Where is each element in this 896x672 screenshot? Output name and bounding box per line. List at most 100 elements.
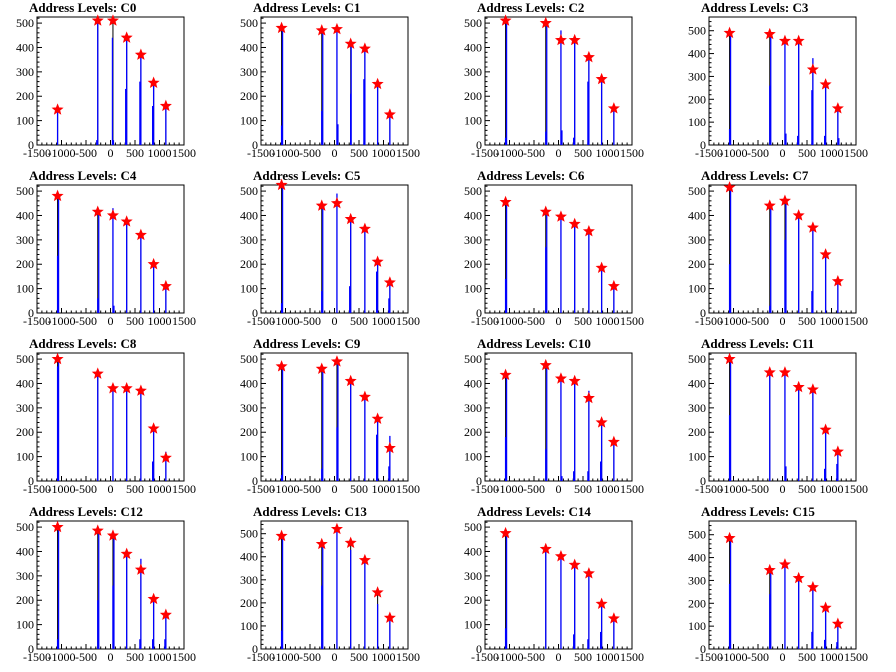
peak-marker xyxy=(315,24,328,36)
y-tick-label: 400 xyxy=(240,208,258,222)
y-tick-label: 200 xyxy=(16,593,34,607)
peak-marker xyxy=(120,382,133,394)
y-tick-label: 300 xyxy=(688,401,706,415)
y-tick-label: 400 xyxy=(688,208,706,222)
peak-marker xyxy=(159,608,172,620)
x-tick-label: 1000 xyxy=(148,650,172,664)
x-tick-label: 1000 xyxy=(372,482,396,496)
y-tick-label: 200 xyxy=(688,596,706,610)
peak-marker xyxy=(582,391,595,404)
x-tick-label: 0 xyxy=(780,146,786,160)
chart-svg: Address Levels: C10 0 100 200 300 400 500 -1500… xyxy=(464,336,644,496)
y-tick-label: 400 xyxy=(16,544,34,558)
chart-panel: Address Levels: C11 0 100 200 300 400 500 -1500… xyxy=(672,336,896,504)
x-tick-label: -1000 xyxy=(272,482,300,496)
peak-marker xyxy=(371,77,384,90)
peak-marker xyxy=(91,367,104,379)
peak-marker xyxy=(330,522,343,535)
chart-title: Address Levels: C9 xyxy=(253,336,361,351)
peak-marker xyxy=(792,209,805,221)
x-tick-label: -1000 xyxy=(272,314,300,328)
peak-marker xyxy=(358,390,371,402)
peak-marker xyxy=(147,592,160,605)
y-tick-label: 200 xyxy=(240,425,258,439)
y-tick-label: 300 xyxy=(688,573,706,587)
y-tick-label: 300 xyxy=(240,233,258,247)
peak-marker xyxy=(51,103,64,115)
x-tick-label: 0 xyxy=(332,314,338,328)
y-tick-label: 300 xyxy=(16,569,34,583)
chart-panel: Address Levels: C5 0 100 200 300 400 500 -1500-… xyxy=(224,168,448,336)
peak-marker xyxy=(806,580,819,593)
y-tick-label: 0 xyxy=(476,474,482,488)
peak-marker xyxy=(330,355,343,367)
peak-marker xyxy=(595,261,608,273)
x-tick-label: 1000 xyxy=(820,146,844,160)
y-tick-label: 500 xyxy=(688,24,706,38)
y-tick-label: 400 xyxy=(688,551,706,565)
x-tick-label: 0 xyxy=(780,650,786,664)
chart-svg: Address Levels: C30100200300400500-1500-… xyxy=(688,0,868,160)
peak-marker xyxy=(539,205,552,217)
y-tick-label: 400 xyxy=(240,376,258,390)
peak-marker xyxy=(554,210,567,222)
chart-panel: Address Levels: C13 0 100 200 300 400 500 -1500… xyxy=(224,504,448,672)
peak-marker xyxy=(499,195,512,208)
chart-panel: Address Levels: C8 0 100 200 300 400 500 -1500-… xyxy=(0,336,224,504)
y-tick-label: 100 xyxy=(16,282,34,296)
x-tick-label: 1500 xyxy=(172,146,196,160)
x-tick-label: 0 xyxy=(332,650,338,664)
y-tick-label: 500 xyxy=(464,184,482,198)
peak-marker xyxy=(778,366,791,378)
x-tick-label: -1500 xyxy=(23,146,51,160)
peak-marker xyxy=(763,366,776,378)
y-tick-label: 0 xyxy=(700,306,706,320)
peak-marker xyxy=(723,352,736,365)
x-tick-label: 1500 xyxy=(844,146,868,160)
y-tick-label: 200 xyxy=(16,257,34,271)
x-tick-label: 1000 xyxy=(148,314,172,328)
y-tick-label: 100 xyxy=(16,618,34,632)
x-tick-label: 1500 xyxy=(844,314,868,328)
y-tick-label: 300 xyxy=(688,69,706,83)
y-tick-label: 300 xyxy=(240,573,258,587)
y-tick-label: 300 xyxy=(16,233,34,247)
peak-marker xyxy=(819,78,832,90)
y-tick-label: 500 xyxy=(464,352,482,366)
chart-panel: Address Levels: C1 0 100 200 300 400 500 -1500-… xyxy=(224,0,448,168)
y-tick-label: 100 xyxy=(464,618,482,632)
peak-marker xyxy=(159,451,172,463)
peak-marker xyxy=(554,33,567,46)
chart-panel: Address Levels: C12 0 100 200 300 400 500 -1500… xyxy=(0,504,224,672)
y-tick-label: 0 xyxy=(252,474,258,488)
x-tick-label: -1500 xyxy=(247,650,275,664)
peak-marker xyxy=(539,16,552,29)
peak-marker xyxy=(344,37,357,49)
peak-marker xyxy=(568,558,581,570)
chart-panel: Address Levels: C3 0 100 200 300 400 500 -1500-… xyxy=(672,0,896,168)
peak-marker xyxy=(134,228,147,241)
y-tick-label: 500 xyxy=(16,184,34,198)
peak-marker xyxy=(51,189,64,202)
chart-panel: Address Levels: C14 0 100 200 300 400 500 -1500… xyxy=(448,504,672,672)
x-tick-label: 1000 xyxy=(372,146,396,160)
peak-marker xyxy=(275,178,288,191)
peak-marker xyxy=(371,586,384,598)
y-tick-label: 100 xyxy=(240,619,258,633)
chart-panel: Address Levels: C15 0 100 200 300 400 500 -1500… xyxy=(672,504,896,672)
peak-marker xyxy=(106,529,119,541)
x-tick-label: 1000 xyxy=(596,650,620,664)
peak-marker xyxy=(120,31,133,43)
x-tick-label: 500 xyxy=(574,650,592,664)
x-tick-label: 0 xyxy=(108,650,114,664)
chart-title: Address Levels: C2 xyxy=(477,0,584,15)
x-tick-label: 1000 xyxy=(820,482,844,496)
x-tick-label: 1500 xyxy=(844,482,868,496)
peak-marker xyxy=(539,358,552,371)
peak-marker xyxy=(723,26,736,39)
peak-marker xyxy=(554,550,567,562)
y-tick-label: 300 xyxy=(688,233,706,247)
y-tick-label: 300 xyxy=(464,233,482,247)
peak-marker xyxy=(819,423,832,435)
peak-marker xyxy=(607,102,620,114)
